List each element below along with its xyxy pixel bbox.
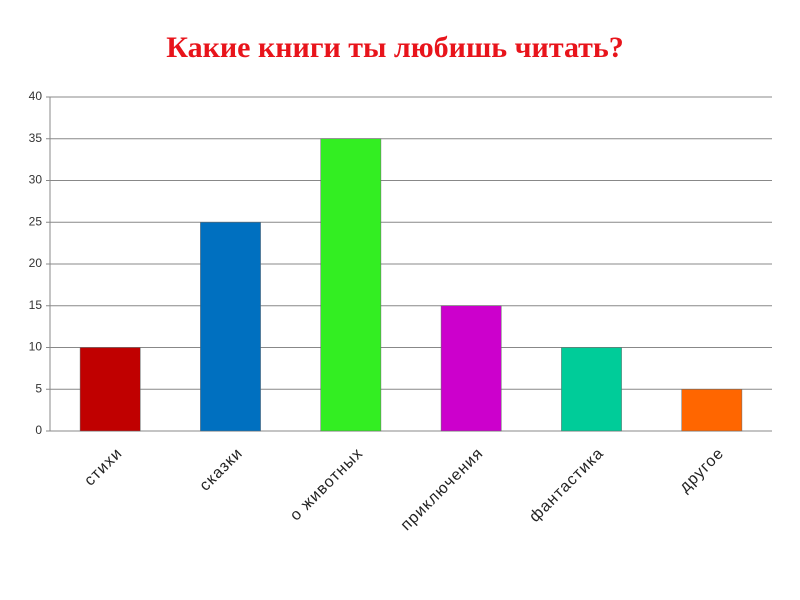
bar [561,347,622,432]
y-tick-label: 30 [29,173,43,187]
x-tick-label: приключения [398,445,487,534]
x-tick-label: о животных [287,445,367,525]
y-tick-label: 10 [29,340,43,354]
y-tick-label: 5 [35,381,42,395]
bar [200,222,261,432]
y-tick-label: 0 [35,423,42,437]
y-tick-label: 20 [29,256,43,270]
bar [681,389,743,432]
x-tick-label: другое [676,445,727,496]
x-tick-label: сказки [197,445,247,495]
y-tick-label: 40 [29,89,43,103]
bar [320,138,382,432]
x-tick-label: фантастика [526,445,607,526]
bar [440,305,502,432]
x-tick-label: стихи [81,445,126,490]
chart-title: Какие книги ты любишь читать? [166,31,624,64]
y-tick-label: 25 [29,214,43,228]
y-tick-label: 15 [29,298,43,312]
bar [79,347,141,432]
y-tick-label: 35 [29,131,43,145]
